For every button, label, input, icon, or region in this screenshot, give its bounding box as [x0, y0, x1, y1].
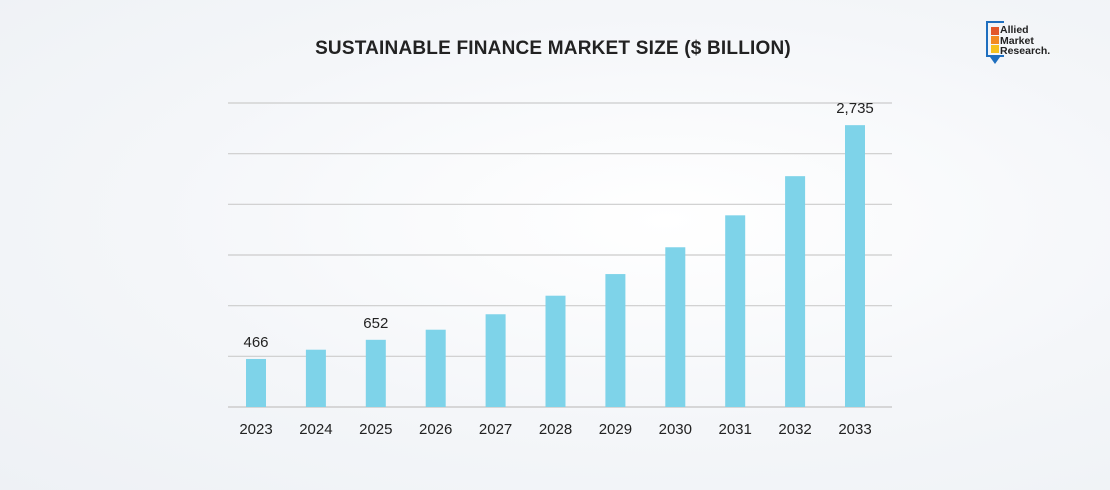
bar-2024[interactable] [305, 349, 326, 407]
bars [246, 125, 865, 407]
allied-market-research-logo[interactable]: Allied Market Research. [986, 21, 1076, 71]
x-tick-label-2029: 2029 [599, 421, 632, 438]
bar-2027[interactable] [485, 314, 506, 407]
logo-line-1: Allied [1000, 24, 1029, 36]
data-label-2033: 2,735 [836, 100, 874, 117]
x-tick-label-2031: 2031 [719, 421, 752, 438]
x-tick-label-2027: 2027 [479, 421, 512, 438]
logo-frame-icon [986, 21, 1004, 57]
bar-2031[interactable] [725, 215, 746, 407]
x-tick-label-2025: 2025 [359, 421, 392, 438]
x-tick-label-2033: 2033 [838, 421, 871, 438]
bar-2033[interactable] [845, 125, 865, 407]
bar-2025[interactable] [365, 339, 386, 407]
x-tick-label-2032: 2032 [778, 421, 811, 438]
data-labels: 466 652 2,735 [243, 100, 873, 351]
x-axis-tick-labels: 2023 2024 2025 2026 2027 2028 2029 2030 2031 2032… [239, 421, 871, 438]
bar-2028[interactable] [545, 295, 566, 407]
x-tick-label-2026: 2026 [419, 421, 452, 438]
bar-2026[interactable] [425, 329, 446, 407]
x-tick-label-2024: 2024 [299, 421, 332, 438]
logo-line-3: Research. [1000, 45, 1051, 57]
x-tick-label-2028: 2028 [539, 421, 572, 438]
bar-2029[interactable] [605, 274, 626, 407]
logo-bar-red [991, 27, 999, 35]
chart-title: SUSTAINABLE FINANCE MARKET SIZE ($ BILLI… [315, 38, 791, 59]
logo-text: Allied Market Research. [1000, 25, 1050, 57]
logo-bar-orange [991, 36, 999, 44]
logo-speech-tail-icon [990, 57, 1000, 64]
data-label-2025: 652 [363, 315, 388, 332]
bar-2023[interactable] [246, 358, 266, 407]
logo-line-2: Market [1000, 34, 1034, 47]
bar-2030[interactable] [665, 247, 686, 407]
x-tick-label-2023: 2023 [239, 421, 272, 438]
bar-2032[interactable] [785, 176, 806, 407]
data-label-2023: 466 [243, 334, 268, 351]
x-tick-label-2030: 2030 [659, 421, 692, 438]
logo-bar-yellow [991, 45, 999, 53]
